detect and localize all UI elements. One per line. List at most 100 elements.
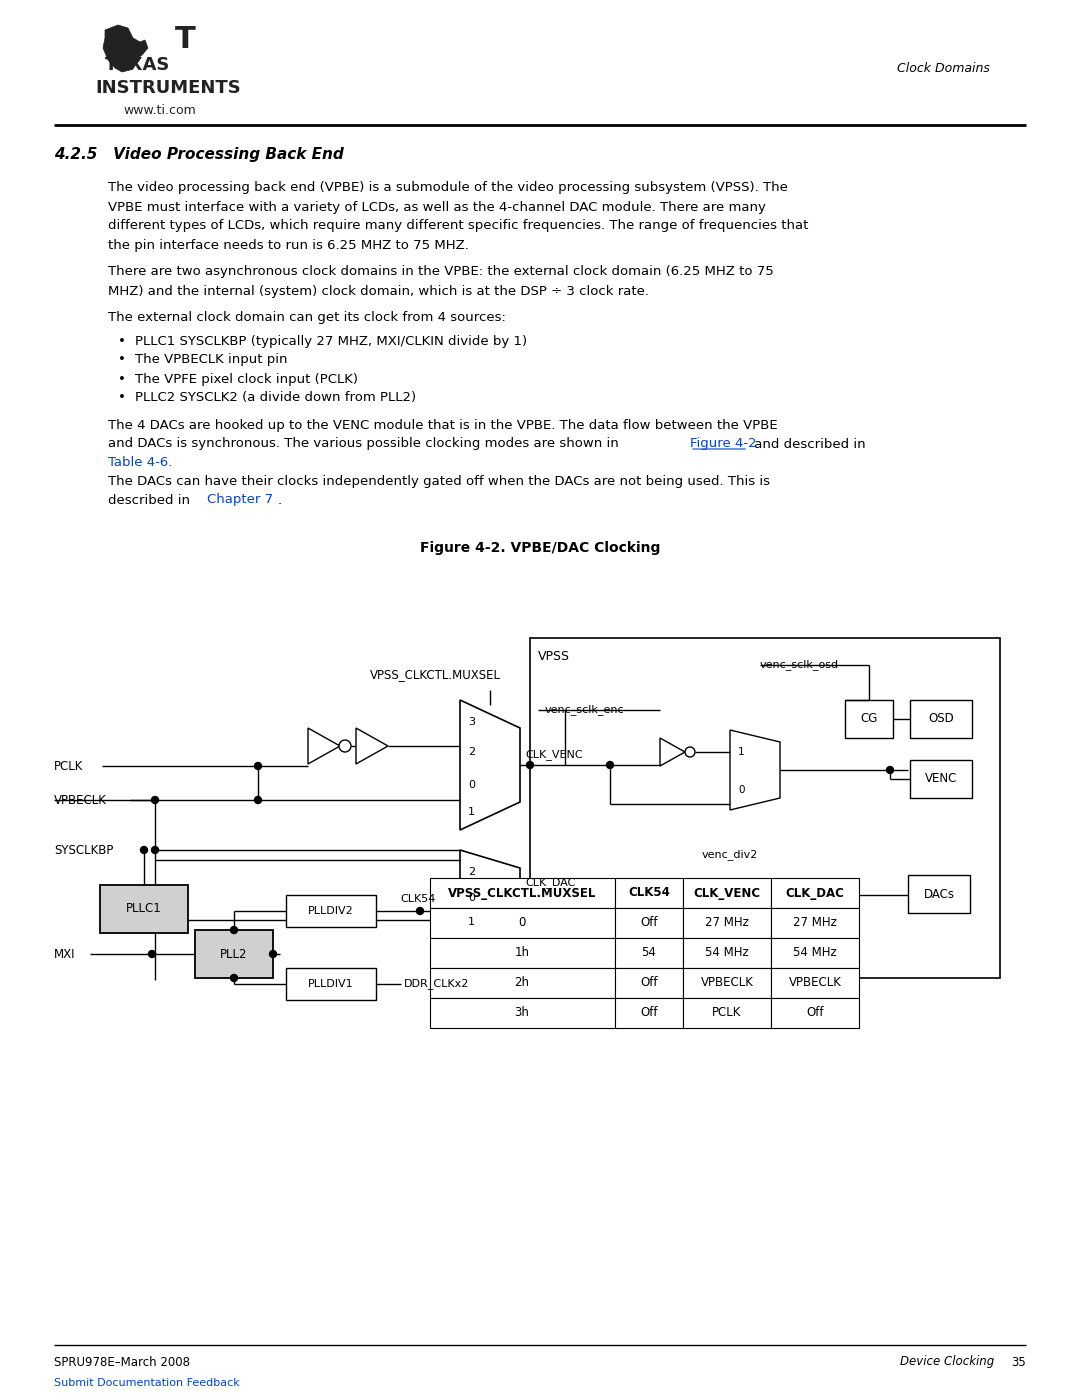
Text: www.ti.com: www.ti.com bbox=[123, 103, 197, 116]
Polygon shape bbox=[660, 738, 685, 766]
FancyBboxPatch shape bbox=[771, 997, 859, 1028]
Text: The 4 DACs are hooked up to the VENC module that is in the VPBE. The data flow b: The 4 DACs are hooked up to the VENC mod… bbox=[108, 419, 778, 432]
FancyBboxPatch shape bbox=[530, 638, 1000, 978]
Text: Submit Documentation Feedback: Submit Documentation Feedback bbox=[54, 1377, 240, 1389]
Text: CLK_VENC: CLK_VENC bbox=[525, 750, 582, 760]
Circle shape bbox=[149, 950, 156, 957]
FancyBboxPatch shape bbox=[430, 997, 615, 1028]
Text: 27 MHz: 27 MHz bbox=[793, 916, 837, 929]
Text: different types of LCDs, which require many different specific frequencies. The : different types of LCDs, which require m… bbox=[108, 219, 808, 232]
Text: Device Clocking: Device Clocking bbox=[900, 1355, 995, 1369]
FancyBboxPatch shape bbox=[683, 937, 771, 968]
Text: VPBECLK: VPBECLK bbox=[54, 793, 107, 806]
Text: Figure 4-2. VPBE/DAC Clocking: Figure 4-2. VPBE/DAC Clocking bbox=[420, 541, 660, 555]
Text: The VPFE pixel clock input (PCLK): The VPFE pixel clock input (PCLK) bbox=[135, 373, 357, 386]
Text: 54: 54 bbox=[642, 947, 657, 960]
Text: 0: 0 bbox=[468, 780, 475, 789]
FancyBboxPatch shape bbox=[430, 908, 615, 937]
Text: SYSCLKBP: SYSCLKBP bbox=[54, 844, 113, 856]
FancyBboxPatch shape bbox=[845, 700, 893, 738]
Polygon shape bbox=[103, 25, 148, 73]
Polygon shape bbox=[460, 849, 519, 940]
Text: INSTRUMENTS: INSTRUMENTS bbox=[95, 80, 241, 96]
Text: The DACs can have their clocks independently gated off when the DACs are not bei: The DACs can have their clocks independe… bbox=[108, 475, 770, 488]
Text: 3h: 3h bbox=[514, 1006, 529, 1020]
Text: PLL2: PLL2 bbox=[220, 947, 247, 961]
Circle shape bbox=[887, 767, 893, 774]
Text: and described in: and described in bbox=[750, 437, 866, 450]
Text: 0: 0 bbox=[738, 785, 744, 795]
Text: •: • bbox=[118, 391, 126, 405]
FancyBboxPatch shape bbox=[615, 968, 683, 997]
Text: venc_div2: venc_div2 bbox=[702, 849, 758, 861]
FancyBboxPatch shape bbox=[771, 908, 859, 937]
Text: There are two asynchronous clock domains in the VPBE: the external clock domain : There are two asynchronous clock domains… bbox=[108, 265, 773, 278]
Text: VPSS_CLKCTL.MUXSEL: VPSS_CLKCTL.MUXSEL bbox=[370, 669, 501, 682]
Text: PLLDIV2: PLLDIV2 bbox=[308, 907, 354, 916]
Text: Off: Off bbox=[640, 916, 658, 929]
Polygon shape bbox=[460, 700, 519, 830]
Text: 54 MHz: 54 MHz bbox=[705, 947, 748, 960]
FancyBboxPatch shape bbox=[615, 877, 683, 908]
FancyBboxPatch shape bbox=[615, 997, 683, 1028]
Circle shape bbox=[230, 926, 238, 933]
Text: VPSS_CLKCTL.MUXSEL: VPSS_CLKCTL.MUXSEL bbox=[448, 887, 596, 900]
Text: 2: 2 bbox=[468, 868, 475, 877]
FancyBboxPatch shape bbox=[683, 997, 771, 1028]
Text: PLLC1 SYSCLKBP (typically 27 MHZ, MXI/CLKIN divide by 1): PLLC1 SYSCLKBP (typically 27 MHZ, MXI/CL… bbox=[135, 334, 527, 348]
Text: CLK_VENC: CLK_VENC bbox=[693, 887, 760, 900]
Text: venc_sclk_enc: venc_sclk_enc bbox=[545, 704, 624, 715]
Text: VENC: VENC bbox=[924, 773, 957, 785]
Text: •: • bbox=[118, 353, 126, 366]
Text: 2h: 2h bbox=[514, 977, 529, 989]
Text: PCLK: PCLK bbox=[713, 1006, 742, 1020]
Circle shape bbox=[230, 975, 238, 982]
Text: Chapter 7: Chapter 7 bbox=[207, 493, 273, 507]
Text: DDR_CLKx2: DDR_CLKx2 bbox=[404, 978, 470, 989]
FancyBboxPatch shape bbox=[771, 968, 859, 997]
FancyBboxPatch shape bbox=[615, 908, 683, 937]
Text: CLK_DAC: CLK_DAC bbox=[785, 887, 845, 900]
Text: The external clock domain can get its clock from 4 sources:: The external clock domain can get its cl… bbox=[108, 312, 505, 324]
Polygon shape bbox=[308, 728, 340, 764]
Text: CLK54: CLK54 bbox=[629, 887, 670, 900]
FancyBboxPatch shape bbox=[771, 877, 859, 908]
Text: •: • bbox=[118, 334, 126, 348]
Text: 1h: 1h bbox=[514, 947, 529, 960]
Text: VPBECLK: VPBECLK bbox=[701, 977, 754, 989]
Text: 1: 1 bbox=[468, 916, 475, 928]
Text: 35: 35 bbox=[1011, 1355, 1026, 1369]
Text: VPBE must interface with a variety of LCDs, as well as the 4-channel DAC module.: VPBE must interface with a variety of LC… bbox=[108, 201, 766, 214]
FancyBboxPatch shape bbox=[430, 877, 615, 908]
Polygon shape bbox=[730, 731, 780, 810]
FancyBboxPatch shape bbox=[430, 937, 615, 968]
Text: Clock Domains: Clock Domains bbox=[897, 61, 990, 74]
Text: The video processing back end (VPBE) is a submodule of the video processing subs: The video processing back end (VPBE) is … bbox=[108, 182, 788, 194]
Circle shape bbox=[255, 796, 261, 803]
FancyBboxPatch shape bbox=[910, 700, 972, 738]
Text: VPBECLK: VPBECLK bbox=[788, 977, 841, 989]
Circle shape bbox=[527, 761, 534, 768]
Text: 4.2.5   Video Processing Back End: 4.2.5 Video Processing Back End bbox=[54, 148, 343, 162]
Text: 1: 1 bbox=[468, 807, 475, 817]
FancyBboxPatch shape bbox=[683, 877, 771, 908]
Text: MHZ) and the internal (system) clock domain, which is at the DSP ÷ 3 clock rate.: MHZ) and the internal (system) clock dom… bbox=[108, 285, 649, 298]
Circle shape bbox=[151, 796, 159, 803]
Text: SPRU978E–March 2008: SPRU978E–March 2008 bbox=[54, 1355, 190, 1369]
Text: VPSS: VPSS bbox=[538, 650, 570, 662]
Text: CG: CG bbox=[861, 712, 878, 725]
Circle shape bbox=[339, 740, 351, 752]
Text: .: . bbox=[278, 493, 282, 507]
FancyBboxPatch shape bbox=[908, 875, 970, 914]
Circle shape bbox=[151, 847, 159, 854]
FancyBboxPatch shape bbox=[683, 908, 771, 937]
FancyBboxPatch shape bbox=[286, 895, 376, 928]
Text: 27 MHz: 27 MHz bbox=[705, 916, 748, 929]
Text: 3: 3 bbox=[468, 717, 475, 726]
Text: 2: 2 bbox=[468, 747, 475, 757]
Text: Table 4-6.: Table 4-6. bbox=[108, 457, 173, 469]
Text: OSD: OSD bbox=[928, 712, 954, 725]
Text: The VPBECLK input pin: The VPBECLK input pin bbox=[135, 353, 287, 366]
Text: T: T bbox=[175, 25, 195, 54]
Text: CLK_DAC: CLK_DAC bbox=[525, 877, 576, 888]
